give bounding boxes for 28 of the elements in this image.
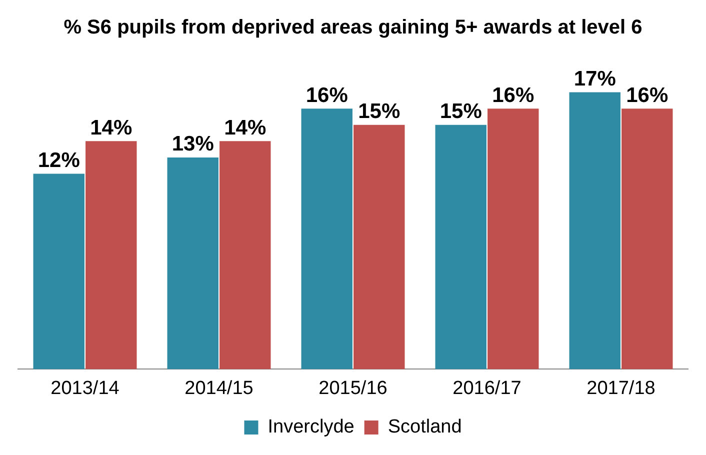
bar	[167, 157, 218, 370]
x-tick-label: 2015/16	[318, 378, 388, 399]
bar	[354, 124, 405, 370]
legend-label: Scotland	[388, 416, 462, 438]
data-label: 16%	[492, 84, 534, 107]
bar	[86, 141, 137, 370]
bar	[488, 108, 539, 370]
data-label: 14%	[90, 116, 132, 140]
bar	[33, 174, 84, 370]
data-label: 16%	[626, 84, 668, 107]
data-label: 13%	[172, 132, 214, 156]
data-label: 17%	[574, 68, 616, 91]
x-tick-label: 2017/18	[586, 378, 656, 399]
data-label: 15%	[440, 100, 482, 124]
x-tick-label: 2016/17	[452, 378, 522, 399]
bar	[220, 141, 271, 370]
data-label: 16%	[306, 84, 348, 107]
x-tick-label: 2014/15	[184, 378, 254, 399]
legend-label: Inverclyde	[268, 416, 354, 438]
bar	[435, 124, 486, 370]
data-label: 14%	[224, 116, 266, 140]
bar	[622, 108, 673, 370]
bar	[301, 108, 352, 370]
data-label: 15%	[358, 100, 400, 124]
chart-title: % S6 pupils from deprived areas gaining 5+ awards at level 6	[64, 16, 642, 39]
bar	[569, 92, 620, 370]
data-label: 12%	[38, 149, 80, 172]
x-tick-label: 2013/14	[50, 378, 120, 399]
